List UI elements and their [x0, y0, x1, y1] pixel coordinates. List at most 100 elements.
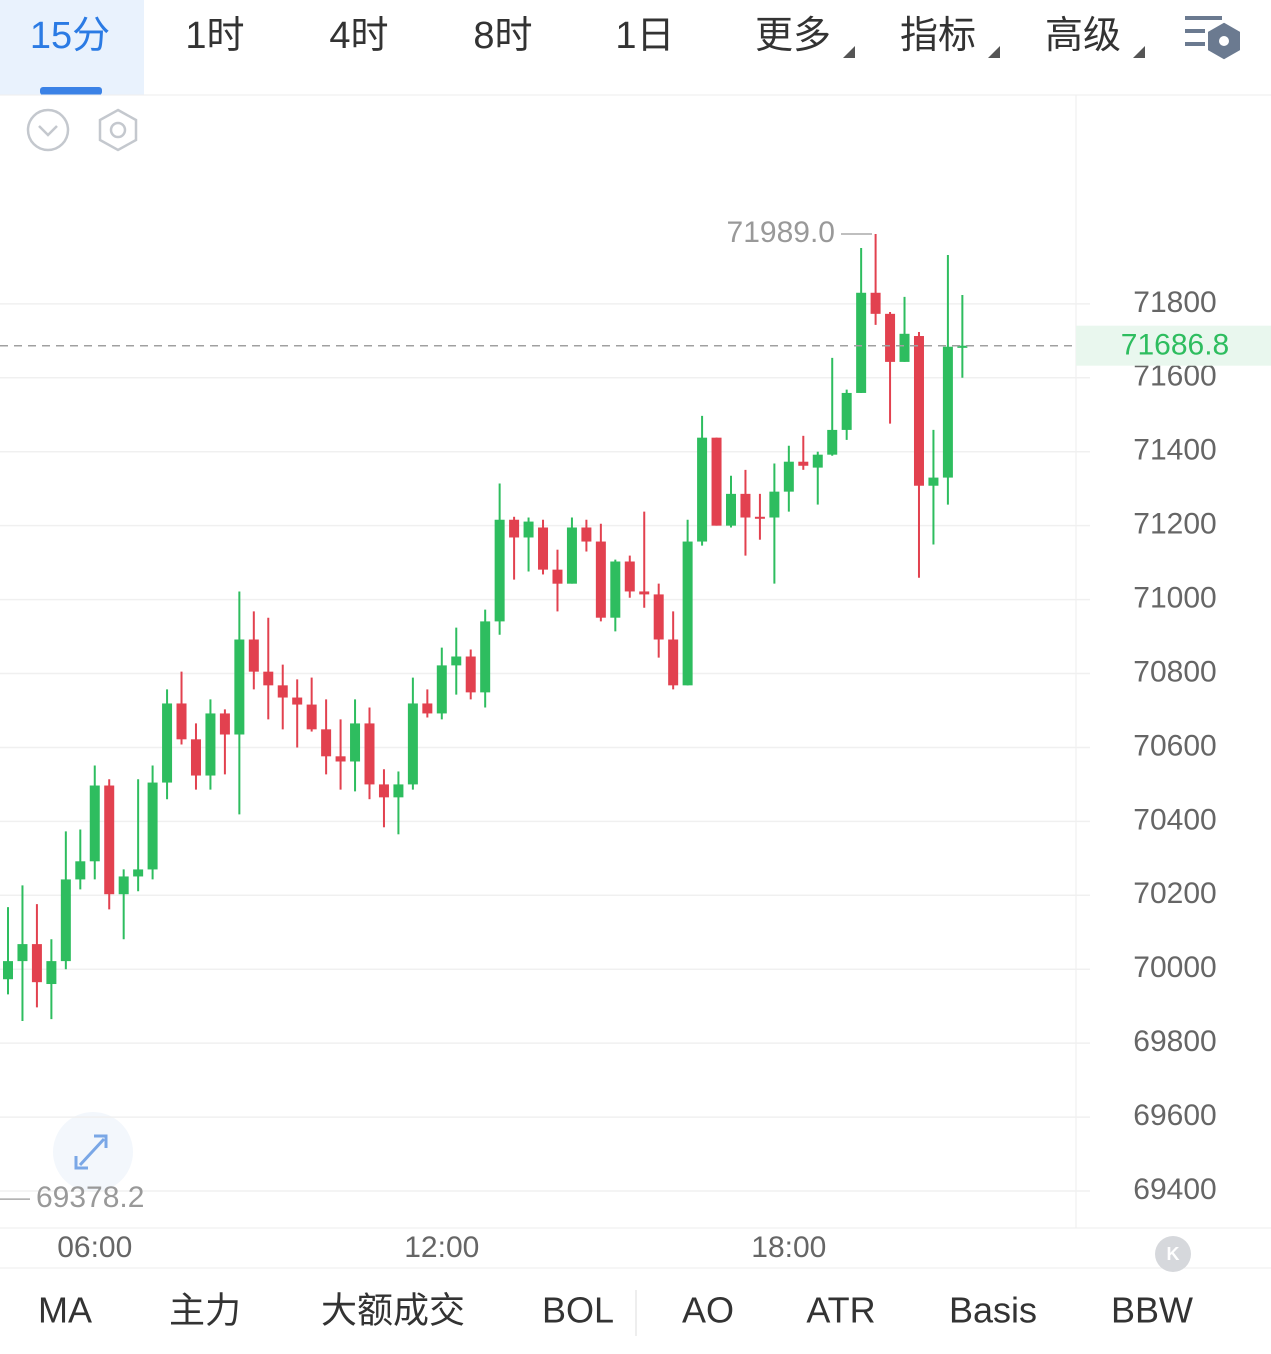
- candle-body: [509, 519, 520, 538]
- candle-body: [364, 723, 375, 785]
- timeframe-tab[interactable]: 更多: [755, 15, 831, 57]
- candle-body: [378, 784, 389, 798]
- candle-body: [711, 437, 722, 526]
- candle-body: [17, 944, 28, 962]
- candle-body: [234, 639, 245, 735]
- layout-icon[interactable]: [1185, 16, 1240, 60]
- candle-body: [653, 594, 664, 640]
- indicator-tab[interactable]: 主力: [169, 1290, 241, 1331]
- candle-body: [856, 292, 867, 393]
- k-button[interactable]: K: [1155, 1236, 1191, 1272]
- candle-body: [306, 704, 317, 730]
- candle-body: [248, 639, 259, 672]
- candle-body: [89, 785, 100, 862]
- timeframe-tab[interactable]: 高级: [1045, 15, 1121, 57]
- candle-body: [407, 703, 418, 785]
- y-tick-label: 70200: [1133, 877, 1216, 910]
- settings-icon[interactable]: [98, 108, 138, 152]
- candle-body: [581, 527, 592, 542]
- dropdown-caret: [988, 46, 1000, 58]
- y-tick-label: 70400: [1133, 803, 1216, 836]
- dropdown-caret: [1133, 46, 1145, 58]
- dropdown-caret: [843, 46, 855, 58]
- candle-body: [465, 656, 476, 693]
- y-tick-label: 69400: [1133, 1173, 1216, 1206]
- candle-body: [682, 541, 693, 686]
- candle-body: [769, 491, 780, 518]
- candle-body: [552, 569, 563, 584]
- candle-body: [350, 723, 361, 762]
- candle-body: [899, 333, 910, 362]
- candle-body: [754, 516, 765, 519]
- candle-body: [219, 713, 230, 735]
- indicator-tab[interactable]: 大额成交: [321, 1290, 465, 1331]
- candle-body: [798, 461, 809, 466]
- last-price-tag: [1076, 325, 1271, 366]
- candle-body: [60, 879, 71, 962]
- timeframe-tab[interactable]: 指标: [900, 15, 976, 57]
- candle-body: [133, 869, 144, 877]
- y-tick-label: 69800: [1133, 1025, 1216, 1058]
- y-tick-label: 71800: [1133, 286, 1216, 319]
- y-tick-label: 71200: [1133, 508, 1216, 541]
- candle-body: [957, 345, 968, 348]
- candle-body: [176, 703, 187, 740]
- candle-body: [451, 656, 462, 666]
- candle-body: [104, 785, 115, 895]
- candle-body: [870, 292, 881, 314]
- candle-body: [697, 437, 708, 542]
- candle-body: [321, 729, 332, 757]
- candle-body: [639, 591, 650, 595]
- candle-body: [147, 782, 158, 870]
- candle-body: [740, 493, 751, 518]
- y-tick-label: 71400: [1133, 434, 1216, 467]
- candle-body: [162, 703, 173, 783]
- candle-body: [75, 861, 86, 880]
- x-tick-label: 12:00: [404, 1231, 479, 1264]
- grid: [0, 303, 1090, 1192]
- candle-body: [783, 461, 794, 492]
- high-label: 71989.0: [727, 216, 835, 249]
- y-tick-label: 69600: [1133, 1099, 1216, 1132]
- timeframe-tab[interactable]: 4时: [329, 15, 388, 57]
- indicator-tab[interactable]: BBW: [1111, 1290, 1193, 1331]
- low-label: 69378.2: [36, 1181, 144, 1214]
- indicator-tab[interactable]: ATR: [806, 1290, 875, 1331]
- candle-body: [668, 639, 679, 686]
- indicator-tab[interactable]: MA: [38, 1290, 92, 1331]
- candle-body: [624, 561, 635, 592]
- candle-body: [566, 527, 577, 584]
- labels: 15分 1时 4时 8时 1日 更多 指标 高级 MA 主力 大额成交 BOL AO ATR Basis BB…: [30, 15, 1271, 1331]
- candle-body: [190, 739, 201, 776]
- candle-body: [393, 784, 404, 798]
- candle-body: [46, 961, 57, 985]
- timeframe-tab[interactable]: 1日: [615, 15, 674, 57]
- candle-body: [205, 713, 216, 776]
- y-tick-label: 70000: [1133, 951, 1216, 984]
- indicator-tab[interactable]: Basis: [949, 1290, 1037, 1331]
- candle-body: [726, 493, 736, 526]
- timeframe-tab[interactable]: 15分: [30, 15, 110, 57]
- candle-body: [610, 561, 621, 618]
- candle-body: [335, 756, 346, 762]
- candle-body: [523, 521, 534, 538]
- candle-body: [480, 621, 491, 693]
- candle-body: [292, 697, 303, 705]
- candle-body: [3, 961, 13, 980]
- x-tick-label: 06:00: [57, 1231, 132, 1264]
- candle-body: [436, 665, 447, 714]
- timeframe-tab[interactable]: 8时: [473, 15, 532, 57]
- candle-body: [928, 477, 939, 486]
- timeframe-tab[interactable]: 1时: [185, 15, 244, 57]
- candle-body: [827, 429, 838, 455]
- candle-body: [422, 703, 433, 714]
- candle-body: [595, 541, 606, 618]
- expand-button[interactable]: [53, 1112, 133, 1192]
- last-price-label: 71686.8: [1121, 329, 1229, 362]
- indicator-tab[interactable]: AO: [682, 1290, 734, 1331]
- candle-body: [118, 876, 129, 895]
- indicator-tab[interactable]: BOL: [542, 1290, 614, 1331]
- collapse-icon[interactable]: [26, 108, 70, 152]
